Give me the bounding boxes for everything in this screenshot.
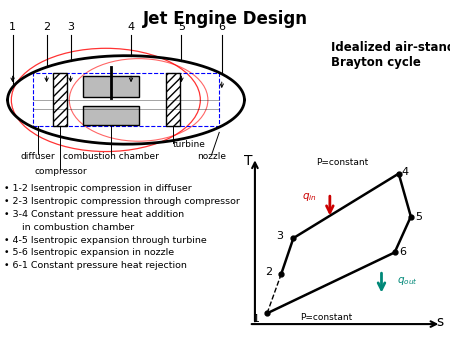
- Text: 5: 5: [178, 22, 185, 32]
- Text: 6: 6: [218, 22, 225, 32]
- Text: $q_{out}$: $q_{out}$: [397, 275, 418, 287]
- Text: 4: 4: [401, 167, 408, 177]
- Bar: [83, 76, 139, 97]
- Text: 2: 2: [266, 267, 273, 277]
- Text: 6: 6: [399, 247, 406, 258]
- Text: nozzle: nozzle: [197, 152, 226, 161]
- Text: 1: 1: [252, 314, 260, 324]
- Text: 5: 5: [415, 212, 423, 222]
- Text: compressor: compressor: [34, 167, 87, 176]
- Text: s: s: [436, 315, 443, 330]
- Text: • 1-2 Isentropic compression in diffuser
• 2-3 Isentropic compression through co: • 1-2 Isentropic compression in diffuser…: [4, 184, 240, 270]
- Text: combustion chamber: combustion chamber: [63, 152, 159, 161]
- Bar: [33, 73, 219, 126]
- Text: diffuser: diffuser: [21, 152, 55, 161]
- Text: 4: 4: [127, 22, 135, 32]
- Text: 3: 3: [276, 231, 283, 241]
- Bar: [83, 106, 139, 125]
- Bar: [53, 73, 67, 126]
- Text: 1: 1: [9, 22, 16, 32]
- Bar: [166, 73, 180, 126]
- Text: 2: 2: [43, 22, 50, 32]
- Text: turbine: turbine: [173, 140, 206, 149]
- Text: Jet Engine Design: Jet Engine Design: [143, 10, 307, 28]
- Text: 3: 3: [67, 22, 74, 32]
- Text: $q_{in}$: $q_{in}$: [302, 191, 317, 203]
- Text: Idealized air-standard
Brayton cycle: Idealized air-standard Brayton cycle: [331, 41, 450, 69]
- Text: P=constant: P=constant: [316, 158, 368, 167]
- Text: T: T: [243, 154, 252, 168]
- Text: P=constant: P=constant: [300, 313, 352, 322]
